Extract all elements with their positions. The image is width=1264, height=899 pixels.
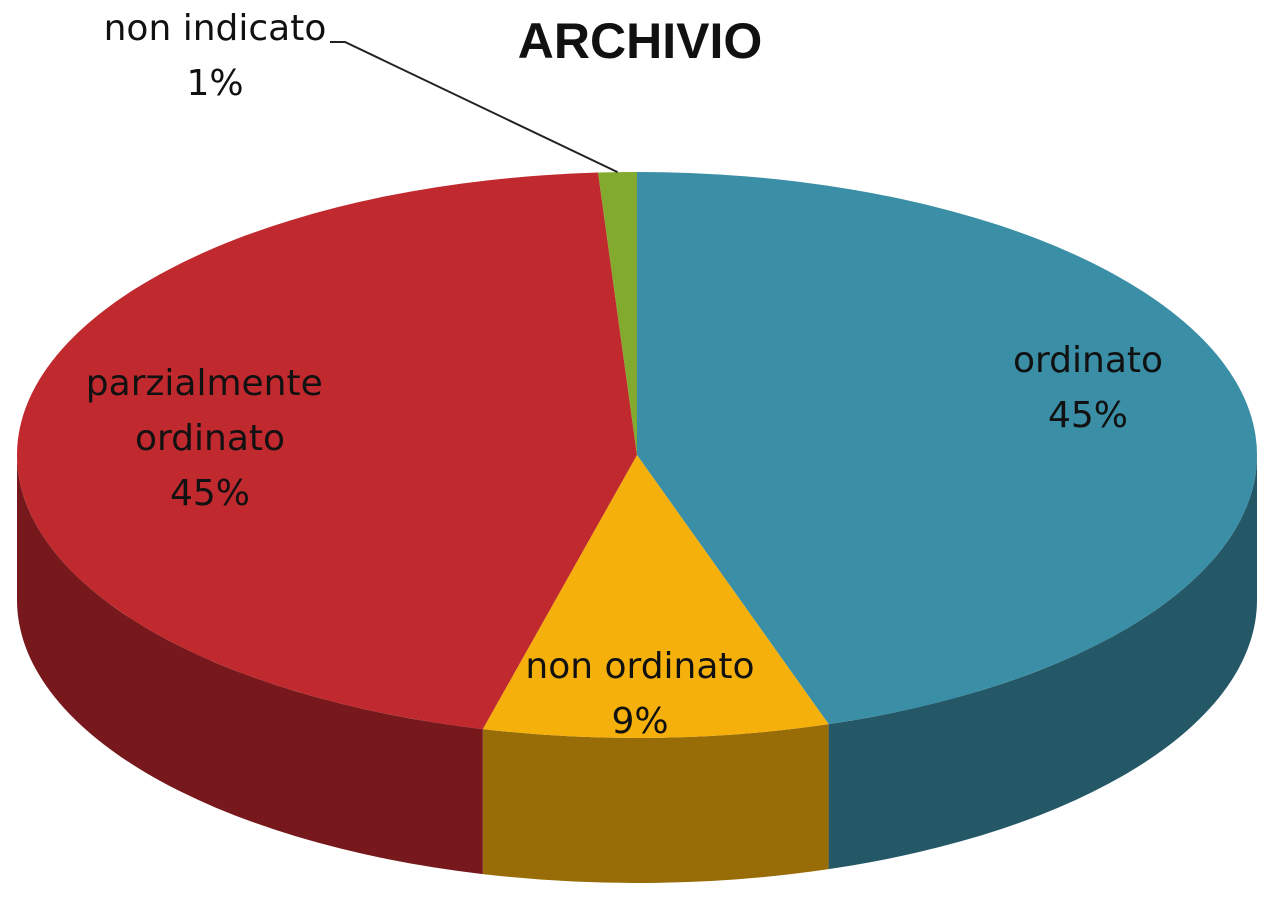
value-label: 1% xyxy=(186,63,243,104)
slice xyxy=(637,172,1258,725)
leader-line xyxy=(330,41,618,174)
value-label: 45% xyxy=(1048,395,1128,436)
chart-title: ARCHIVIO xyxy=(518,13,762,69)
slice xyxy=(17,172,637,730)
value-label: 9% xyxy=(611,701,668,742)
slice xyxy=(598,172,637,455)
slice-label: ordinato xyxy=(1013,340,1163,381)
slice-label: non ordinato xyxy=(525,646,754,687)
slice-side xyxy=(482,724,829,884)
value-label: 45% xyxy=(170,473,250,514)
slice-label-line: ordinato xyxy=(135,418,285,459)
slice-label-line: parzialmente xyxy=(86,363,334,404)
slice-label: parzialmente ordinato xyxy=(86,363,334,459)
slice-side xyxy=(828,455,1257,870)
slice-label: non indicato xyxy=(104,8,327,49)
slice xyxy=(482,455,829,739)
slice-side xyxy=(17,455,483,875)
